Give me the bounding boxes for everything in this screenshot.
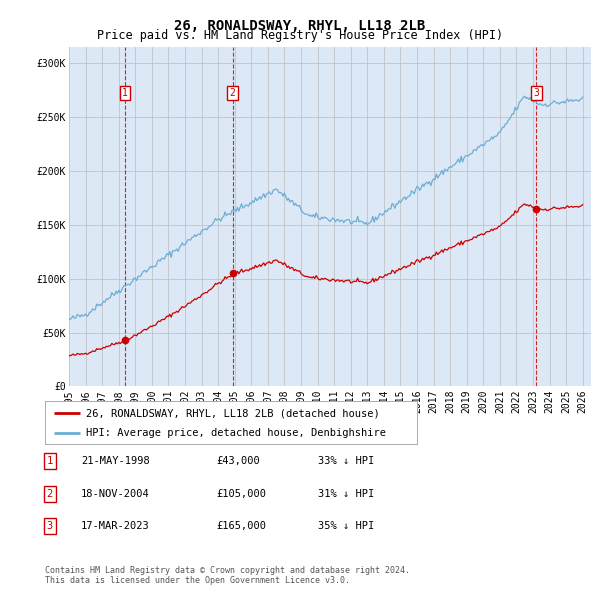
Text: £43,000: £43,000	[216, 457, 260, 466]
Text: 1: 1	[47, 457, 53, 466]
Text: 26, RONALDSWAY, RHYL, LL18 2LB: 26, RONALDSWAY, RHYL, LL18 2LB	[175, 19, 425, 33]
Text: £165,000: £165,000	[216, 522, 266, 531]
Text: HPI: Average price, detached house, Denbighshire: HPI: Average price, detached house, Denb…	[86, 428, 386, 438]
Text: 3: 3	[533, 88, 539, 98]
Text: 1: 1	[122, 88, 128, 98]
Text: 26, RONALDSWAY, RHYL, LL18 2LB (detached house): 26, RONALDSWAY, RHYL, LL18 2LB (detached…	[86, 408, 380, 418]
Text: 17-MAR-2023: 17-MAR-2023	[81, 522, 150, 531]
Text: 2: 2	[230, 88, 236, 98]
Text: 33% ↓ HPI: 33% ↓ HPI	[318, 457, 374, 466]
Text: 3: 3	[47, 522, 53, 531]
Text: 2: 2	[47, 489, 53, 499]
Text: 21-MAY-1998: 21-MAY-1998	[81, 457, 150, 466]
Text: 35% ↓ HPI: 35% ↓ HPI	[318, 522, 374, 531]
Text: 18-NOV-2004: 18-NOV-2004	[81, 489, 150, 499]
Text: Price paid vs. HM Land Registry's House Price Index (HPI): Price paid vs. HM Land Registry's House …	[97, 30, 503, 42]
Text: Contains HM Land Registry data © Crown copyright and database right 2024.
This d: Contains HM Land Registry data © Crown c…	[45, 566, 410, 585]
Text: £105,000: £105,000	[216, 489, 266, 499]
Text: 31% ↓ HPI: 31% ↓ HPI	[318, 489, 374, 499]
